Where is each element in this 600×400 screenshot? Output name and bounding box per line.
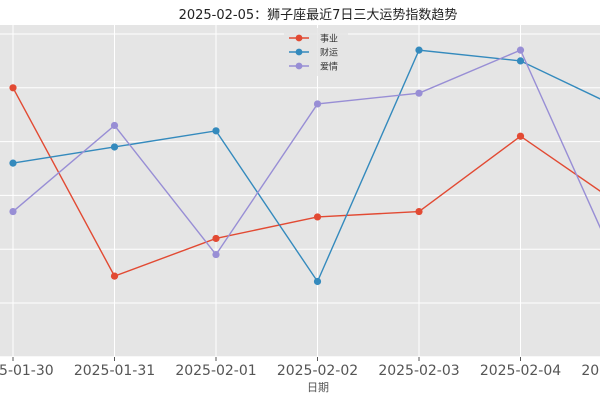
legend-marker (295, 48, 303, 56)
data-point (313, 277, 322, 286)
series-0 (9, 84, 600, 280)
data-point (313, 213, 322, 221)
series-1 (9, 46, 600, 286)
x-axis-ticks: 2025-01-30 2025-01-31 2025-02-01 2025-02-02… (0, 357, 600, 379)
legend-label: 财运 (320, 47, 338, 59)
x-tick-label: 2025-02-05 (581, 363, 600, 379)
data-point (313, 100, 322, 108)
series-group (9, 46, 600, 286)
data-point (110, 121, 119, 130)
legend-label: 事业 (320, 33, 338, 45)
x-tick-label: 2025-02-02 (277, 363, 358, 379)
x-tick-label: 2025-02-04 (480, 363, 561, 379)
legend-marker (295, 34, 303, 42)
data-point (415, 207, 423, 216)
x-tick-label: 2025-02-03 (378, 363, 459, 379)
data-point (110, 272, 119, 280)
plot-area (0, 25, 600, 357)
series-2 (9, 46, 600, 259)
data-point (9, 84, 17, 92)
data-point (9, 207, 17, 216)
data-point (110, 143, 119, 151)
data-point (212, 127, 220, 135)
data-point (212, 250, 220, 259)
data-point (212, 234, 220, 243)
x-axis-label: 日期 (307, 381, 329, 394)
data-point (516, 132, 525, 140)
x-tick-label: 2025-01-30 (0, 363, 54, 379)
x-tick-label: 2025-01-31 (74, 363, 155, 379)
data-point (516, 57, 525, 65)
data-point (415, 46, 423, 54)
data-point (9, 159, 17, 167)
legend-label: 爱情 (320, 61, 338, 73)
legend-marker (295, 62, 303, 70)
data-point (415, 89, 423, 97)
chart-title: 2025-02-05：狮子座最近7日三大运势指数趋势 (179, 7, 458, 23)
x-tick-label: 2025-02-01 (175, 363, 256, 379)
data-point (516, 46, 525, 54)
